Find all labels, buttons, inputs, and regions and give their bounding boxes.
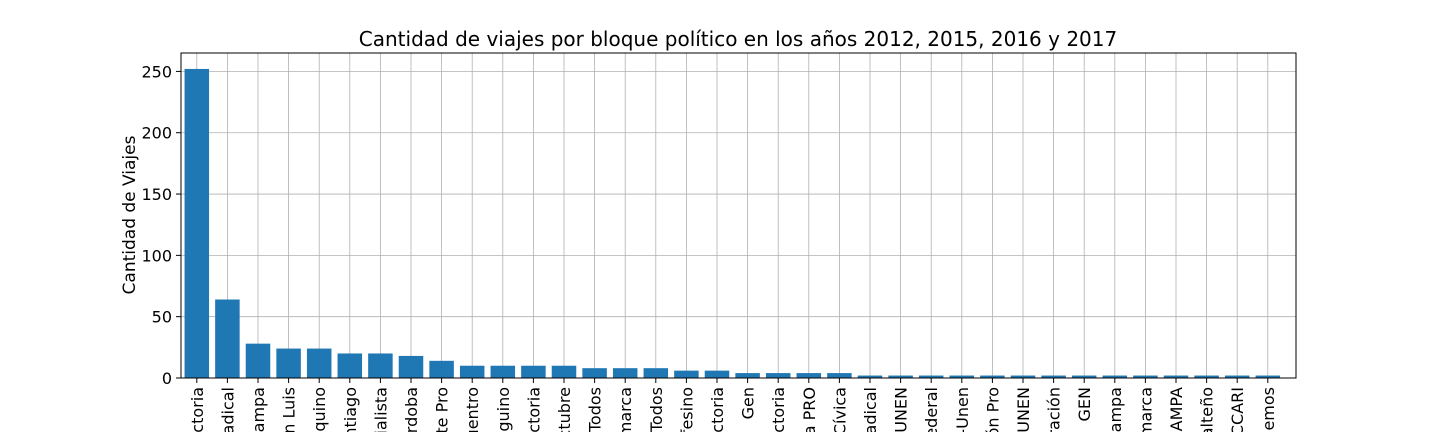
x-tick-label: GEN [1075, 387, 1094, 421]
bar [980, 375, 1005, 378]
bar [765, 373, 791, 378]
y-tick-label: 0 [162, 369, 172, 388]
plot-background [181, 53, 1296, 378]
bar [1224, 375, 1250, 378]
bar [337, 353, 363, 378]
bar [490, 365, 516, 378]
bar [245, 343, 271, 378]
y-tick-label: 150 [141, 185, 172, 204]
y-tick-label: 50 [152, 308, 172, 327]
bar [551, 365, 577, 378]
bar [888, 375, 913, 378]
x-tick-label: Todos [586, 387, 605, 432]
y-tick-label: 100 [141, 246, 172, 265]
bar [827, 373, 852, 378]
bar [582, 368, 607, 378]
x-tick-label: marca [1136, 387, 1155, 432]
x-tick-label: -Unen [953, 387, 972, 432]
x-tick-label: quino [310, 387, 329, 432]
x-tick-label: ampa [1106, 387, 1125, 432]
x-tick-label: ón Pro [983, 387, 1002, 432]
bar [521, 365, 546, 378]
x-tick-label: adical [861, 387, 880, 432]
x-tick-label: n Luis [280, 387, 299, 432]
bar [857, 375, 883, 378]
bar [1010, 375, 1036, 378]
grid-lines [181, 53, 1296, 379]
bar [1041, 375, 1066, 378]
x-tick-label: marca [616, 387, 635, 432]
bar [674, 370, 699, 378]
x-tick-label: CCARI [1228, 387, 1247, 432]
bar [1194, 375, 1219, 378]
bar [949, 375, 975, 378]
x-tick-label: Todos [647, 387, 666, 432]
bar [1255, 375, 1281, 378]
x-tick-label: fesino [677, 387, 696, 432]
bar [398, 355, 424, 378]
bar [1133, 375, 1158, 378]
y-axis-ticks: 0 50 100 150 200 250 [141, 62, 181, 388]
bar [735, 373, 760, 378]
y-tick-label: 250 [141, 62, 172, 81]
bar [918, 375, 944, 378]
y-axis-label: Cantidad de Viajes [120, 135, 140, 294]
bar [612, 368, 638, 378]
x-tick-label: ctoria [188, 387, 207, 432]
x-tick-label: te Pro [433, 387, 452, 432]
x-tick-label: UNEN [892, 387, 911, 432]
bar [1071, 375, 1097, 378]
plot-frame [180, 52, 1297, 379]
x-tick-label: AMPA [1167, 387, 1186, 431]
bar [1163, 375, 1189, 378]
bar [368, 353, 393, 378]
bar [459, 365, 485, 378]
x-tick-label: guino [494, 387, 513, 432]
x-tick-label: alteño [1198, 387, 1217, 432]
bar [796, 373, 822, 378]
x-tick-label: ración [1045, 387, 1064, 432]
x-tick-label: ialista [371, 387, 390, 432]
x-tick-label: ntiago [341, 387, 360, 432]
bar [429, 360, 454, 378]
x-tick-label: Cívica [830, 387, 849, 432]
bar [184, 68, 210, 379]
x-tick-label: adical [218, 387, 237, 432]
bar [704, 370, 730, 378]
x-tick-label: ampa [249, 387, 268, 432]
bars [184, 68, 1281, 379]
x-tick-label: ctubre [555, 387, 574, 432]
chart-title: Cantidad de viajes por bloque político e… [359, 27, 1117, 51]
x-tick-label: UNEN [1014, 387, 1033, 432]
x-tick-label: ctoria [708, 387, 727, 432]
bar [276, 348, 301, 378]
bar [215, 299, 240, 378]
x-tick-label: uentro [463, 387, 482, 432]
y-tick-label: 200 [141, 124, 172, 143]
x-tick-label: Gen [739, 387, 758, 419]
x-tick-label: rdoba [402, 387, 421, 432]
x-tick-label: ctoria [769, 387, 788, 432]
bar [643, 368, 669, 378]
bar [1102, 375, 1128, 378]
x-tick-label: ederal [922, 387, 941, 432]
x-tick-label: iemos [1259, 387, 1278, 432]
x-axis-ticks: ctoria adical ampa n Luis quino ntiago ialista… [188, 378, 1278, 437]
x-tick-label: a PRO [800, 387, 819, 432]
bar [306, 348, 332, 378]
x-tick-label: ctoria [524, 387, 543, 432]
